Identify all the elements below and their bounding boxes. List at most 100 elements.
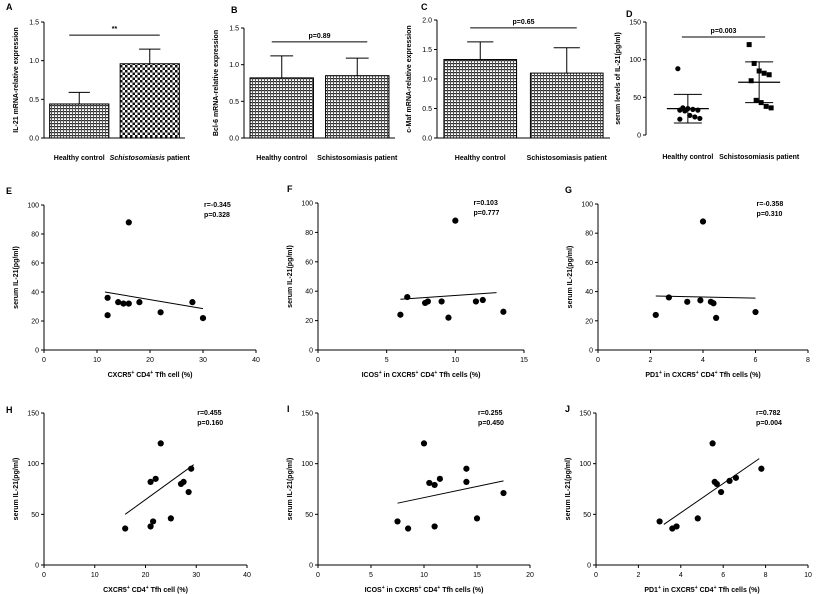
panel-i-point [394, 518, 401, 525]
panel-b-ylabel: Bcl-6 mRNA-relative expression [213, 30, 220, 136]
panel-f-p-value: p=0.777 [474, 210, 500, 217]
panel-d-point [758, 100, 764, 106]
panel-j-point [673, 523, 680, 530]
panel-d-point [675, 66, 681, 72]
panel-i-point [500, 489, 507, 497]
panel-g-point [710, 300, 717, 307]
panel-e-xtick-label: 30 [199, 357, 207, 364]
panel-h-ytick-label: 0 [35, 563, 39, 570]
panel-d-significance-label: p=0.003 [711, 28, 737, 35]
panel-f-ytick-label: 80 [305, 230, 313, 237]
panel-h-xtick-label: 30 [192, 572, 200, 579]
panel-d-ytick-label: 0 [637, 133, 641, 140]
panel-g-point [652, 311, 659, 319]
panel-h-point [180, 478, 187, 486]
panel-d-point [748, 78, 754, 84]
panel-h-point [147, 478, 154, 486]
panel-h-xtick-label: 40 [243, 572, 251, 579]
panel-j-point [717, 488, 725, 496]
panel-j-ytick-label: 50 [583, 512, 591, 519]
panel-i-point [473, 515, 481, 522]
panel-d-category-label: Schistosomiasis patient [719, 154, 800, 161]
panel-a-ytick-label: 0.5 [29, 97, 39, 104]
panel-h-point [122, 525, 129, 532]
panel-j-label: J [565, 404, 570, 414]
panel-e-point [104, 294, 111, 301]
panel-e-point [125, 219, 132, 226]
panel-j-ytick-label: 150 [579, 411, 591, 418]
panel-e-ytick-label: 20 [31, 319, 39, 326]
panel-g-xtick-label: 8 [806, 357, 810, 364]
panel-i-point [436, 475, 443, 482]
panel-c-ytick-label: 0.0 [422, 136, 432, 143]
panel-d-point [756, 68, 762, 74]
panel-g-label: G [565, 185, 572, 195]
panel-h-point [150, 518, 157, 525]
panel-a-category-label: Healthy control [54, 155, 105, 162]
panel-d-point [682, 108, 688, 114]
panel-f-ylabel: serum IL-21(pg/ml) [287, 245, 294, 308]
panel-d-point [753, 97, 759, 103]
panel-j-r-value: r=0.782 [756, 410, 780, 417]
panel-a-label: A [6, 2, 13, 12]
panel-i-point [463, 478, 470, 486]
panel-f-xtick-label: 5 [385, 357, 389, 364]
panel-c-category-label: Schistosomiasis patient [527, 155, 608, 162]
panel-i-ytick-label: 50 [305, 512, 313, 519]
panel-g-xtick-label: 2 [649, 357, 653, 364]
panel-b-label: B [231, 5, 238, 15]
panel-i-r-value: r=0.255 [478, 410, 502, 417]
panel-j-ylabel: serum IL-21(pg/ml) [565, 458, 572, 521]
panel-e-ytick-label: 0 [35, 348, 39, 355]
panel-c-ytick-label: 1.0 [422, 77, 432, 84]
panel-j-ytick-label: 0 [587, 563, 591, 570]
panel-d-point [692, 114, 698, 120]
panel-j-trend-line [663, 458, 760, 525]
panel-a-ytick-label: 1.0 [29, 58, 39, 65]
panel-h-point [185, 488, 192, 496]
panel-e-ytick-label: 100 [27, 203, 39, 210]
panel-i-ytick-label: 100 [301, 461, 313, 468]
panel-a-bar [49, 103, 110, 139]
panel-e-xtick-label: 20 [146, 357, 154, 364]
panel-e-point [120, 300, 127, 307]
panel-d-point [766, 72, 772, 78]
panel-d-point [768, 105, 774, 111]
panel-i-ytick-label: 0 [309, 563, 313, 570]
panel-d-ytick-label: 100 [629, 57, 641, 64]
panel-i-xtick-label: 10 [420, 572, 428, 579]
panel-g-xtick-label: 0 [596, 357, 600, 364]
panel-h-point [157, 440, 164, 447]
panel-f-ytick-label: 60 [305, 259, 313, 266]
panel-j-xtick-label: 4 [679, 572, 683, 579]
panel-f-point [424, 298, 431, 305]
panel-j-point [726, 477, 733, 484]
panel-j-point [758, 465, 765, 472]
panel-h-ytick-label: 50 [31, 512, 39, 519]
panel-f-point [397, 311, 404, 318]
panel-d-point [697, 115, 703, 122]
panel-d-point [677, 116, 683, 122]
panel-i-trend-line [397, 480, 504, 504]
panel-e-point [157, 309, 164, 316]
panel-e-label: E [6, 186, 12, 196]
panel-i-p-value: p=0.450 [478, 420, 504, 427]
panel-b-ytick-label: 0.5 [229, 99, 239, 106]
panel-j-xtick-label: 8 [764, 572, 768, 579]
panel-c-label: C [421, 2, 428, 12]
panel-d-point [687, 112, 693, 119]
panel-e-xtick-label: 40 [252, 357, 260, 364]
panel-g-trend-line [655, 295, 756, 299]
panel-f-point [452, 217, 459, 224]
panel-a-bar [119, 63, 180, 139]
panel-d-point [677, 107, 683, 113]
panel-g-ytick-label: 20 [585, 318, 593, 325]
panel-e-ylabel: serum IL-21(pg/ml) [13, 246, 20, 309]
panel-e-trend-line [104, 291, 204, 310]
panel-i-point [431, 481, 438, 489]
panel-c-significance-label: p=0.65 [513, 19, 535, 26]
panel-e-ytick-label: 60 [31, 261, 39, 268]
panel-j-point [709, 440, 716, 447]
panel-e-p-value: p=0.328 [204, 212, 230, 219]
